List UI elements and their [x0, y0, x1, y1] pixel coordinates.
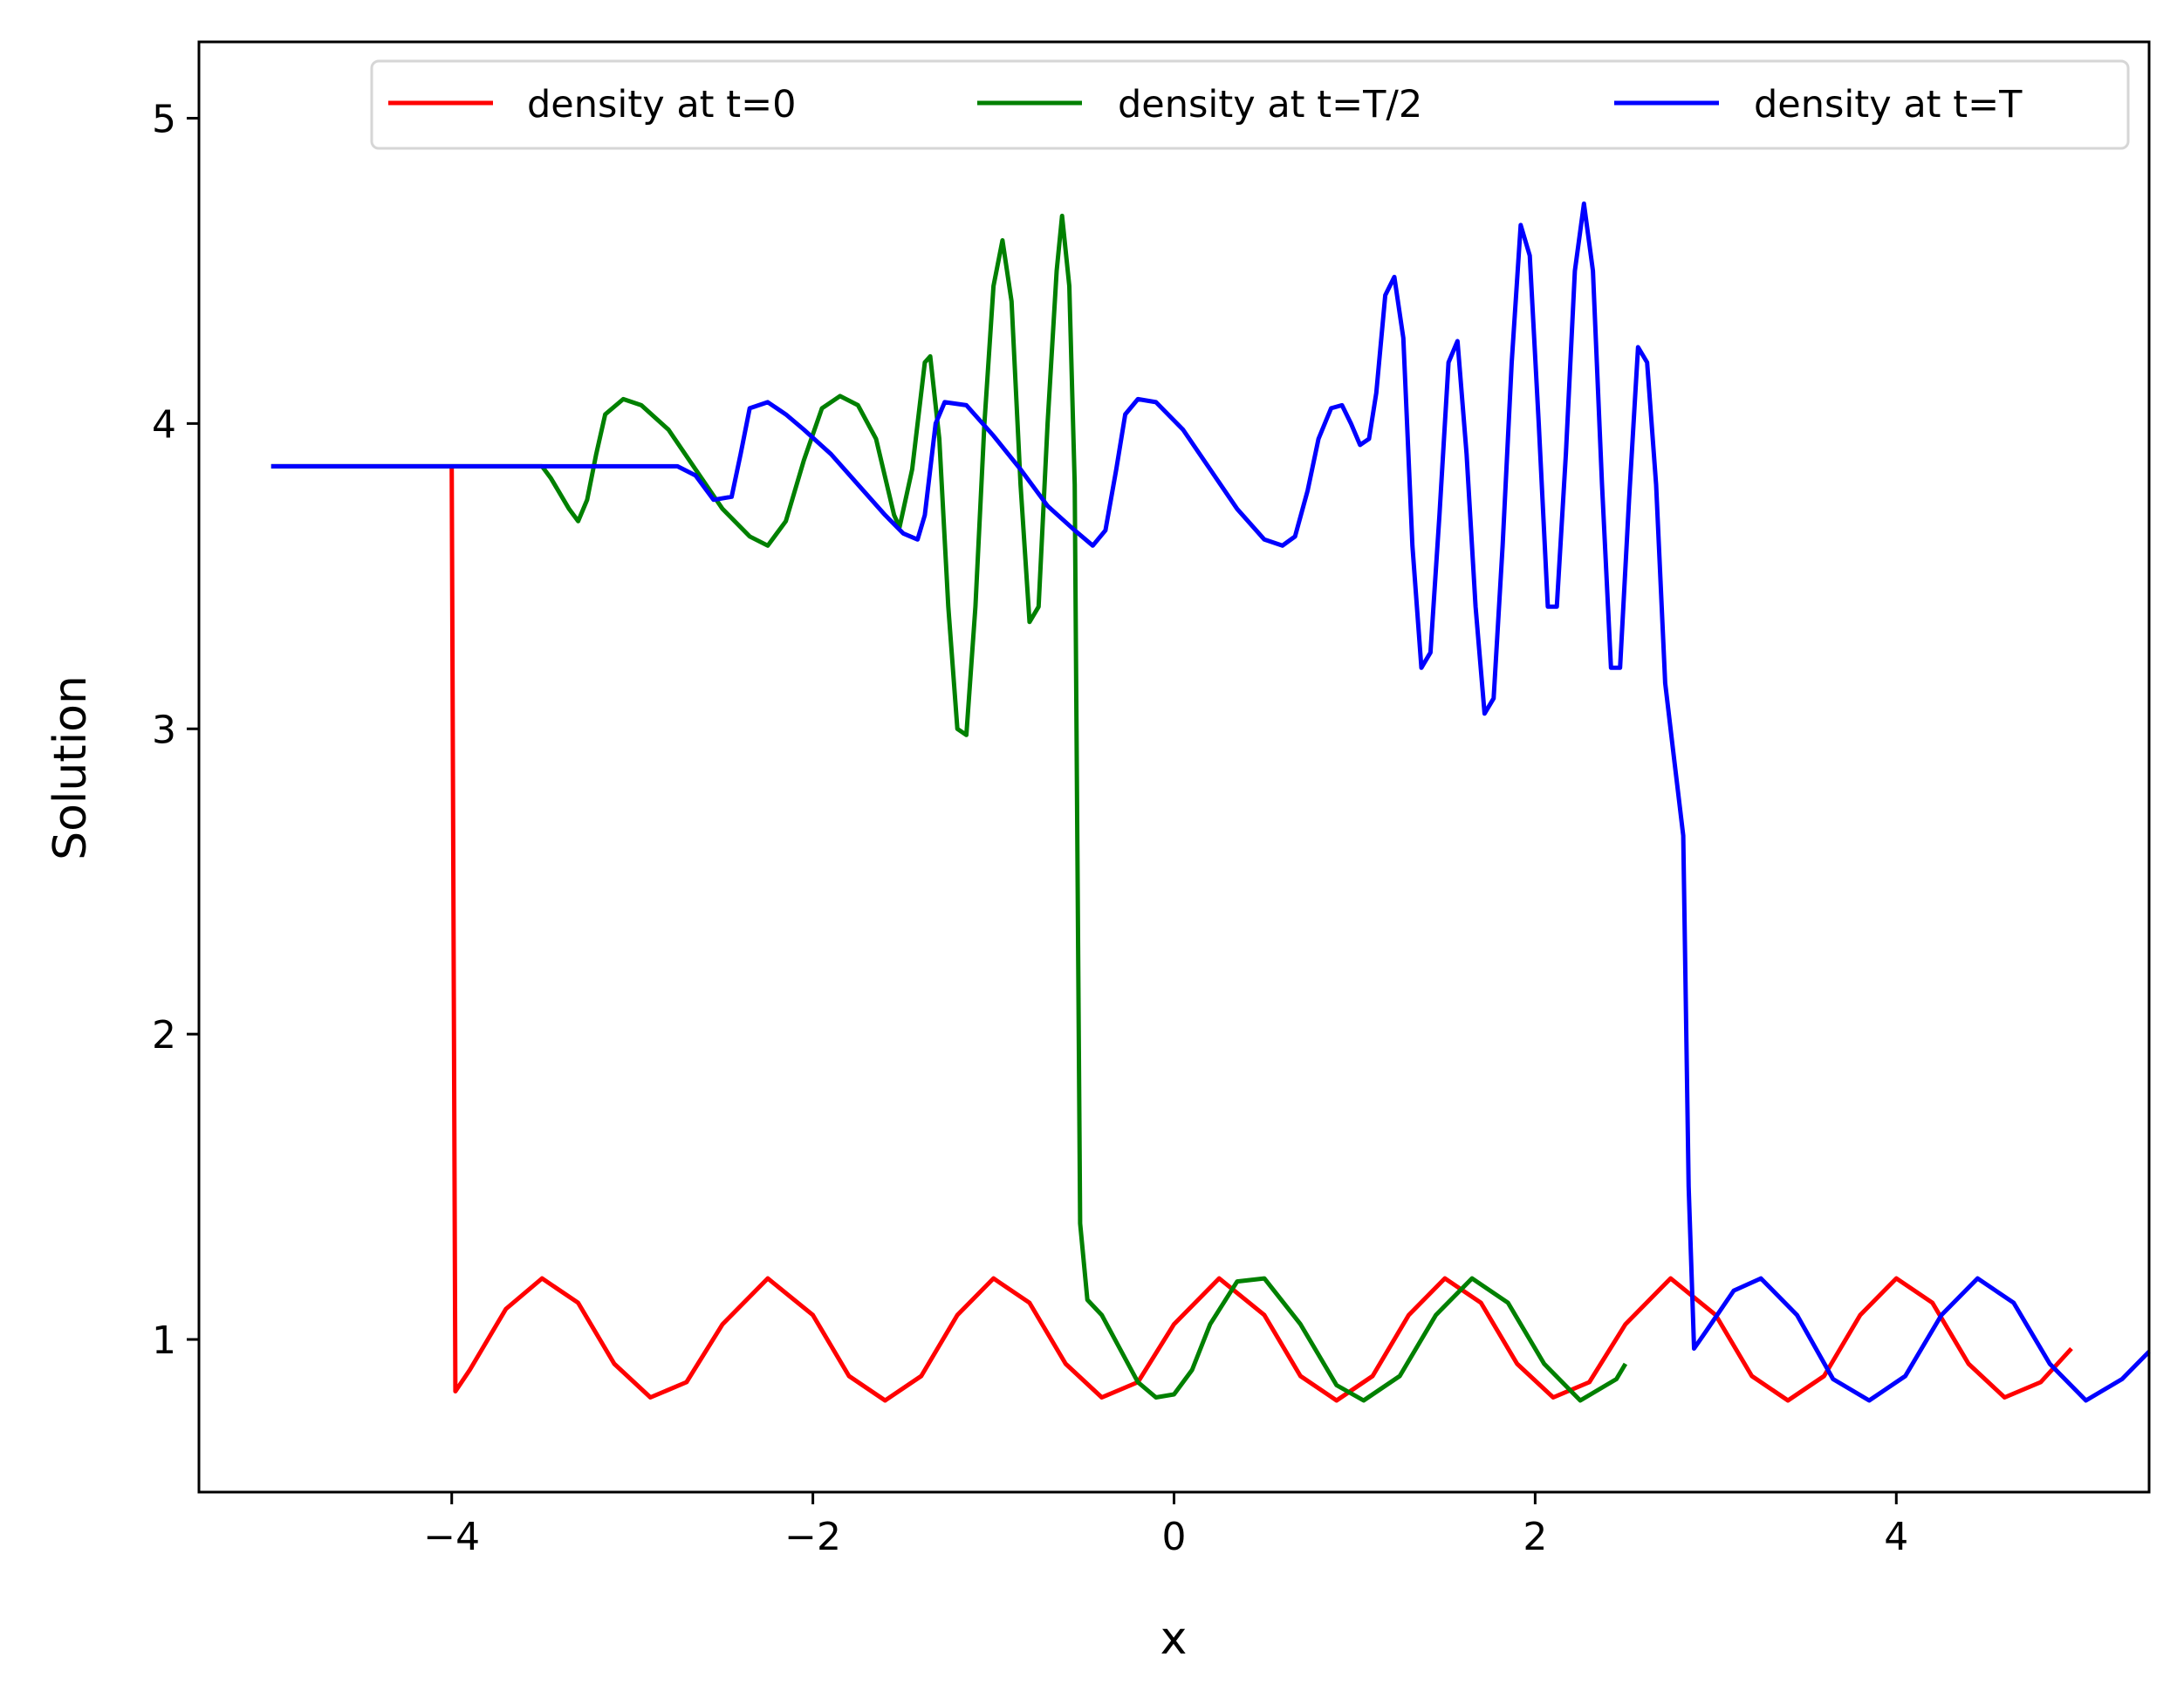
y-axis-ticks: 1 2 3 4 5 — [152, 97, 199, 1363]
x-tick-label: 0 — [1162, 1515, 1187, 1559]
plot-frame — [197, 40, 2151, 1494]
x-tick-label: −2 — [784, 1515, 841, 1559]
plot-area — [199, 42, 2149, 1492]
x-axis-label: x — [1160, 1613, 1188, 1665]
series-line-2 — [270, 201, 2151, 1403]
x-tick-label: 4 — [1884, 1515, 1908, 1559]
x-tick-label: −4 — [423, 1515, 480, 1559]
legend: density at t=0 density at t=T/2 density … — [370, 59, 2130, 150]
x-tick-label: 2 — [1523, 1515, 1547, 1559]
y-tick-label: 3 — [152, 708, 176, 752]
y-axis-label: Solution — [45, 675, 97, 860]
y-tick-label: 2 — [152, 1013, 176, 1058]
y-tick-label: 4 — [152, 402, 176, 447]
x-axis-ticks: −4 −2 0 2 4 — [423, 1492, 1908, 1559]
series-line-0 — [449, 466, 2073, 1403]
y-tick-label: 5 — [152, 97, 176, 141]
legend-label-tT: density at t=T — [1754, 83, 2023, 127]
legend-box — [370, 59, 2130, 150]
legend-label-t0: density at t=0 — [527, 83, 796, 127]
legend-label-thalf: density at t=T/2 — [1118, 83, 1422, 127]
y-tick-label: 1 — [152, 1318, 176, 1363]
series-layer — [270, 201, 2151, 1403]
series-line-1 — [270, 213, 1628, 1403]
